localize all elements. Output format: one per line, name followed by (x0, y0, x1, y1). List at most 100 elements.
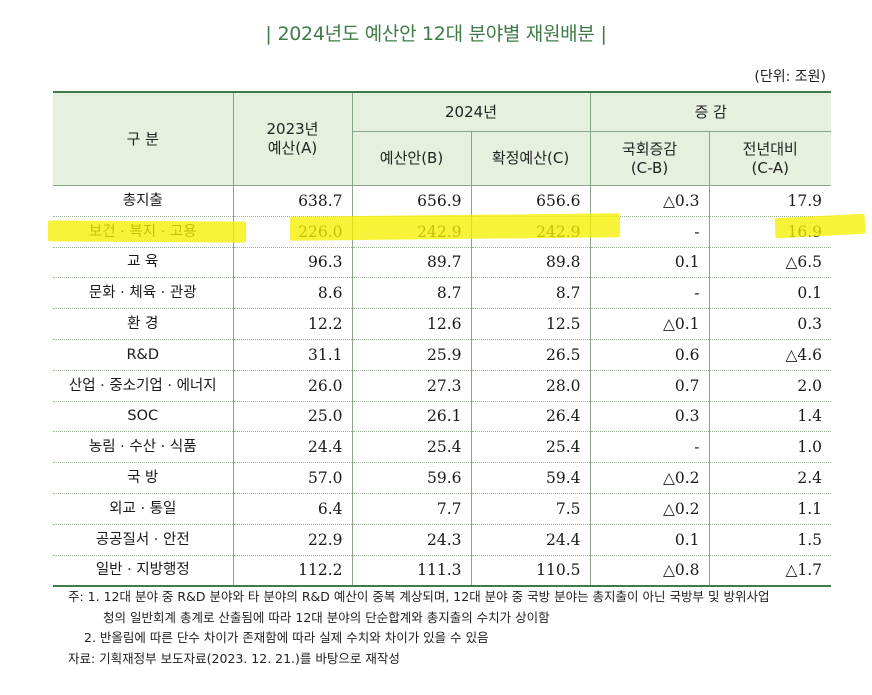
row-category: 일반 · 지방행정 (53, 555, 234, 588)
cell-2023-budget: 24.4 (232, 431, 353, 464)
cell-proposal: 7.7 (351, 493, 472, 525)
footnote-2: 2. 반올림에 따른 단수 차이가 존재함에 따라 실제 수치와 차이가 있을 … (84, 630, 489, 645)
cell-yoy-change: 16.9 (708, 216, 832, 248)
table-body: 총지출 638.7 656.9 656.6 △0.3 17.9 보건 · 복지 · 고용 22… (53, 185, 832, 588)
table-row: 환 경 12.2 12.6 12.5 △0.1 0.3 (53, 308, 832, 340)
budget-table: 구 분 2023년 예산(A) 2024년 증 감 예산안(B) 확정예산(C)… (53, 91, 832, 588)
cell-assembly-change: - (589, 216, 710, 248)
title-text: 2024년도 예산안 12대 분야별 재원배분 (277, 23, 595, 45)
cell-2023-budget: 112.2 (232, 555, 353, 588)
cell-2023-budget: 22.9 (232, 524, 353, 556)
footnote-1: 주: 1. 12대 분야 중 R&D 분야와 타 분야의 R&D 예산이 중복 … (68, 589, 770, 604)
page-title: | 2024년도 예산안 12대 분야별 재원배분 | (0, 19, 872, 46)
header-category: 구 분 (53, 91, 234, 186)
cell-proposal: 111.3 (351, 555, 472, 588)
source-note: 자료: 기획재정부 보도자료(2023. 12. 21.)를 바탕으로 재작성 (68, 650, 400, 666)
cell-assembly-change: 0.1 (589, 247, 710, 279)
header-2023-year: 2023년 (266, 120, 319, 138)
cell-proposal: 656.9 (351, 185, 472, 217)
cell-proposal: 242.9 (351, 216, 472, 248)
row-category: 문화 · 체육 · 관광 (53, 277, 234, 310)
cell-assembly-change: 0.1 (589, 524, 710, 556)
header-2023-label: 예산(A) (267, 139, 318, 157)
header-assembly-change: 국회증감 (C-B) (589, 131, 710, 186)
cell-2023-budget: 8.6 (232, 277, 353, 310)
cell-proposal: 26.1 (351, 401, 472, 433)
cell-2023-budget: 12.2 (232, 308, 353, 340)
table-row: R&D 31.1 25.9 26.5 0.6 △4.6 (53, 339, 832, 371)
cell-assembly-change: 0.7 (589, 370, 710, 402)
cell-final: 110.5 (470, 555, 591, 588)
cell-2023-budget: 31.1 (232, 339, 353, 371)
cell-proposal: 89.7 (351, 247, 472, 279)
row-category: 교 육 (53, 247, 234, 279)
cell-yoy-change: 0.3 (708, 308, 832, 340)
cell-assembly-change: - (589, 277, 710, 310)
table-row: 보건 · 복지 · 고용 226.0 242.9 242.9-16.9 (53, 216, 832, 248)
header-assembly-line2: (C-B) (630, 158, 669, 177)
table-row: 문화 · 체육 · 관광 8.6 8.7 8.7-0.1 (53, 277, 832, 310)
table-row: 일반 · 지방행정 112.2 111.3 110.5 △0.8 △1.7 (53, 555, 832, 588)
header-proposal: 예산안(B) (352, 131, 472, 186)
cell-2023-budget: 26.0 (232, 370, 353, 402)
cell-final: 656.6 (470, 185, 591, 217)
cell-final: 28.0 (470, 370, 591, 402)
cell-final: 242.9 (470, 216, 591, 248)
cell-proposal: 12.6 (351, 308, 472, 340)
header-assembly-line1: 국회증감 (621, 139, 678, 158)
cell-yoy-change: 1.5 (708, 524, 832, 556)
cell-yoy-change: 1.4 (708, 401, 832, 433)
footnotes: 주: 1. 12대 분야 중 R&D 분야와 타 분야의 R&D 예산이 중복 … (68, 587, 858, 669)
footnote-1-continued: 청의 일반회계 총계로 산출됨에 따라 12대 분야의 단순합계와 총지출의 수… (103, 609, 550, 625)
cell-yoy-change: 0.1 (708, 277, 832, 310)
cell-assembly-change: 0.6 (589, 339, 710, 371)
row-category: SOC (53, 401, 234, 433)
cell-proposal: 27.3 (351, 370, 472, 402)
cell-final: 89.8 (470, 247, 591, 279)
unit-label: (단위: 조원) (754, 69, 826, 85)
cell-assembly-change: - (589, 431, 710, 464)
row-category: 국 방 (53, 462, 234, 494)
cell-proposal: 24.3 (351, 524, 472, 556)
cell-2023-budget: 638.7 (232, 185, 353, 217)
cell-final: 59.4 (470, 462, 591, 494)
cell-yoy-change: △1.7 (708, 555, 832, 588)
row-category: R&D (53, 339, 234, 371)
cell-final: 26.4 (470, 401, 591, 433)
cell-proposal: 25.4 (351, 431, 472, 464)
cell-yoy-change: 1.0 (708, 431, 832, 464)
table-row: 외교 · 통일 6.4 7.7 7.5 △0.2 1.1 (53, 493, 832, 525)
cell-final: 26.5 (470, 339, 591, 371)
cell-yoy-change: △4.6 (708, 339, 832, 371)
header-yoy-line2: (C-A) (751, 158, 790, 177)
cell-assembly-change: △0.2 (589, 462, 710, 494)
header-final: 확정예산(C) (470, 131, 591, 186)
cell-yoy-change: 2.4 (708, 462, 832, 494)
table-row: 산업 · 중소기업 · 에너지 26.0 27.3 28.0 0.7 2.0 (53, 370, 832, 402)
table-row: 국 방 57.0 59.6 59.4 △0.2 2.4 (53, 462, 832, 494)
table-row: 공공질서 · 안전 22.9 24.3 24.4 0.1 1.5 (53, 524, 832, 556)
header-yoy-change: 전년대비 (C-A) (708, 131, 832, 186)
cell-assembly-change: 0.3 (589, 401, 710, 433)
cell-assembly-change: △0.1 (589, 308, 710, 340)
row-category: 농림 · 수산 · 식품 (53, 431, 234, 464)
row-category: 환 경 (53, 308, 234, 340)
row-category: 총지출 (53, 185, 234, 217)
table-row: SOC 25.0 26.1 26.4 0.3 1.4 (53, 401, 832, 433)
row-category: 산업 · 중소기업 · 에너지 (53, 370, 234, 402)
table-row: 교 육 96.3 89.7 89.8 0.1 △6.5 (53, 247, 832, 279)
cell-2023-budget: 6.4 (232, 493, 353, 525)
row-category: 보건 · 복지 · 고용 (53, 216, 234, 248)
cell-assembly-change: △0.2 (589, 493, 710, 525)
cell-yoy-change: △6.5 (708, 247, 832, 279)
cell-proposal: 59.6 (351, 462, 472, 494)
cell-yoy-change: 1.1 (708, 493, 832, 525)
cell-assembly-change: △0.8 (589, 555, 710, 588)
cell-assembly-change: △0.3 (589, 185, 710, 217)
table-row: 총지출 638.7 656.9 656.6 △0.3 17.9 (53, 185, 832, 217)
cell-2023-budget: 226.0 (232, 216, 353, 248)
cell-yoy-change: 2.0 (708, 370, 832, 402)
cell-proposal: 8.7 (351, 277, 472, 310)
header-yoy-line1: 전년대비 (742, 139, 798, 158)
cell-2023-budget: 25.0 (232, 401, 353, 433)
